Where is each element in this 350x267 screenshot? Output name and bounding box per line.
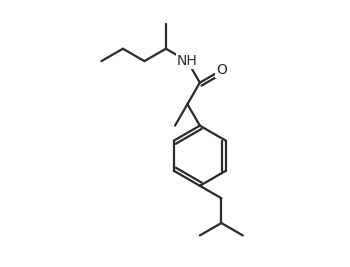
Text: NH: NH [177, 54, 198, 68]
Text: O: O [216, 63, 227, 77]
